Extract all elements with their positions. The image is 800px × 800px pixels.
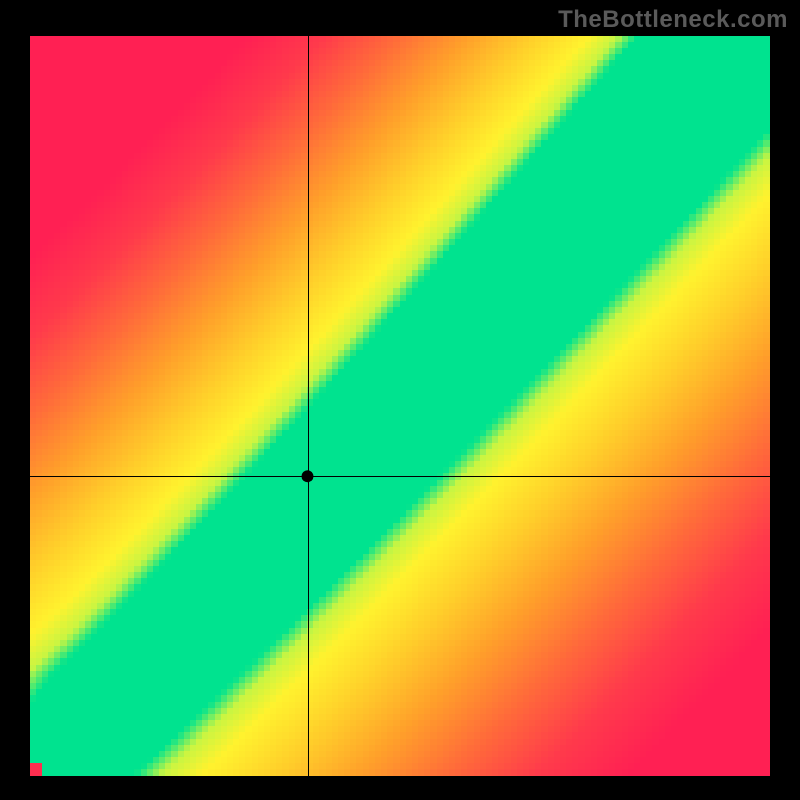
bottleneck-heatmap xyxy=(30,36,770,776)
watermark-text: TheBottleneck.com xyxy=(558,6,788,34)
chart-wrapper: TheBottleneck.com xyxy=(0,0,800,800)
